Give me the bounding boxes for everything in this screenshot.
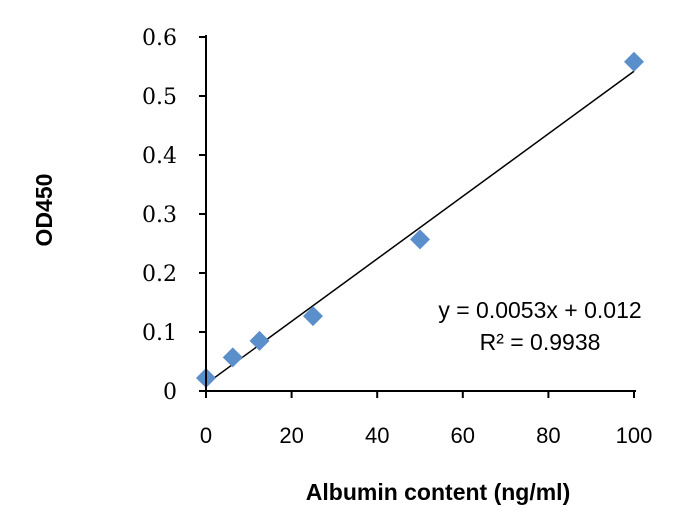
y-tick-label: 0.2 — [142, 262, 177, 287]
y-tick-label: 0.6 — [142, 26, 177, 51]
data-point — [624, 51, 644, 72]
y-axis-ticks: 0 0.1 0.2 0.3 0.4 0.5 0.6 — [142, 26, 206, 405]
x-tick-label: 80 — [536, 423, 560, 448]
y-tick-label: 0.4 — [142, 144, 177, 169]
y-axis-label: OD450 — [31, 174, 57, 247]
x-axis-label: Albumin content (ng/ml) — [306, 479, 570, 505]
x-tick-label: 40 — [365, 423, 389, 448]
x-tick-label: 100 — [616, 423, 653, 448]
r-squared-label: R² = 0.9938 — [480, 329, 601, 355]
y-tick-label: 0.3 — [142, 203, 177, 228]
data-point — [303, 306, 323, 327]
data-point — [410, 229, 430, 250]
x-axis-ticks: 0 20 40 60 80 100 — [200, 391, 652, 448]
x-tick-label: 60 — [451, 423, 475, 448]
y-tick-label: 0.1 — [142, 321, 177, 346]
trendline — [205, 70, 635, 385]
data-points — [196, 51, 644, 389]
x-tick-label: 0 — [200, 423, 212, 448]
data-point — [222, 347, 243, 368]
data-point — [249, 330, 270, 351]
y-tick-label: 0.5 — [142, 85, 177, 110]
x-tick-label: 20 — [279, 423, 303, 448]
y-tick-label: 0 — [163, 380, 177, 405]
trendline-equation: y = 0.0053x + 0.012 — [438, 297, 641, 323]
